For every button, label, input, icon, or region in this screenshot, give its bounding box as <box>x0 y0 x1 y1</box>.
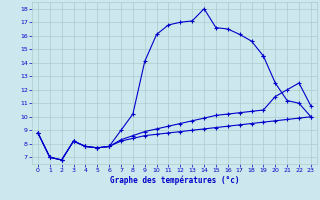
X-axis label: Graphe des températures (°c): Graphe des températures (°c) <box>110 176 239 185</box>
